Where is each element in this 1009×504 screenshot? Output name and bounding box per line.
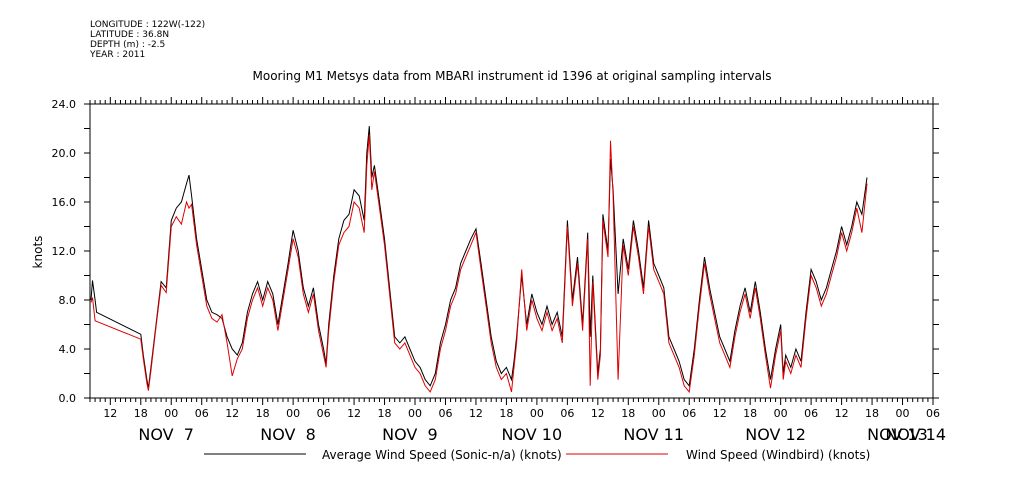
metadata-block: LONGITUDE : 122W(-122) LATITUDE : 36.8N … bbox=[90, 20, 205, 60]
y-tick-label: 12.0 bbox=[52, 245, 77, 258]
x-tick-label: 00 bbox=[652, 407, 666, 420]
x-tick-label: 18 bbox=[865, 407, 879, 420]
x-tick-label: 18 bbox=[499, 407, 513, 420]
day-label: NOV 8 bbox=[260, 425, 316, 444]
latitude-label: LATITUDE : 36.8N bbox=[90, 30, 170, 40]
x-tick-label: 00 bbox=[164, 407, 178, 420]
x-tick-label: 12 bbox=[103, 407, 117, 420]
longitude-label: LONGITUDE : 122W(-122) bbox=[90, 20, 206, 30]
x-tick-label: 00 bbox=[896, 407, 910, 420]
y-tick-label: 8.0 bbox=[59, 294, 77, 307]
x-tick-label: 18 bbox=[621, 407, 635, 420]
day-labels: NOV 7 NOV 8 NOV 9 NOV 10 NOV 11 NOV 12 NOV 13N… bbox=[138, 425, 946, 444]
day-label: NOV 14 bbox=[885, 425, 946, 444]
y-tick-label: 20.0 bbox=[52, 147, 77, 160]
x-tick-label: 06 bbox=[317, 407, 331, 420]
year-label: YEAR : 2011 bbox=[90, 50, 146, 60]
day-label: NOV 11 bbox=[623, 425, 684, 444]
x-tick-label: 06 bbox=[682, 407, 696, 420]
x-tick-label: 12 bbox=[591, 407, 605, 420]
x-tick-label: 12 bbox=[347, 407, 361, 420]
series-windbird-wind-speed bbox=[90, 134, 868, 394]
x-tick-label: 06 bbox=[438, 407, 452, 420]
x-tick-label: 06 bbox=[560, 407, 574, 420]
day-label: NOV 9 bbox=[382, 425, 438, 444]
x-tick-label: 06 bbox=[926, 407, 940, 420]
x-tick-label: 00 bbox=[774, 407, 788, 420]
x-tick-label: 12 bbox=[225, 407, 239, 420]
y-tick-label: 0.0 bbox=[59, 392, 77, 405]
day-label: NOV 13 bbox=[867, 425, 928, 444]
x-tick-label: 00 bbox=[286, 407, 300, 420]
axis-ticks bbox=[84, 97, 939, 405]
plot-frame bbox=[89, 103, 934, 399]
legend: Average Wind Speed (Sonic-n/a) (knots) W… bbox=[204, 448, 870, 462]
day-label: NOV 7 bbox=[138, 425, 194, 444]
day-label: NOV 12 bbox=[745, 425, 806, 444]
x-tick-label: 12 bbox=[713, 407, 727, 420]
x-tick-label: 18 bbox=[378, 407, 392, 420]
x-tick-label: 12 bbox=[835, 407, 849, 420]
y-tick-label: 24.0 bbox=[52, 98, 77, 111]
y-tick-label: 4.0 bbox=[59, 343, 77, 356]
y-tick-labels: 0.0 4.0 8.0 12.0 16.0 20.0 24.0 bbox=[52, 98, 77, 405]
legend-label-windbird: Wind Speed (Windbird) (knots) bbox=[686, 448, 870, 462]
x-tick-labels: 12 18 00 06 12 18 00 06 12 18 00 06 12 18 00 06 12 18 00 06… bbox=[103, 407, 940, 420]
legend-label-average-wind: Average Wind Speed (Sonic-n/a) (knots) bbox=[322, 448, 562, 462]
x-tick-label: 18 bbox=[256, 407, 270, 420]
series-group bbox=[90, 126, 868, 394]
chart-title: Mooring M1 Metsys data from MBARI instru… bbox=[253, 69, 772, 83]
day-label: NOV 10 bbox=[501, 425, 562, 444]
series-average-wind-speed bbox=[90, 126, 868, 389]
x-tick-label: 00 bbox=[408, 407, 422, 420]
x-tick-label: 18 bbox=[134, 407, 148, 420]
x-tick-label: 18 bbox=[743, 407, 757, 420]
x-tick-label: 06 bbox=[195, 407, 209, 420]
x-tick-label: 06 bbox=[804, 407, 818, 420]
x-tick-label: 00 bbox=[530, 407, 544, 420]
y-axis-label: knots bbox=[31, 236, 45, 269]
x-tick-label: 12 bbox=[469, 407, 483, 420]
depth-label: DEPTH (m) : -2.5 bbox=[90, 40, 166, 50]
y-tick-label: 16.0 bbox=[52, 196, 77, 209]
